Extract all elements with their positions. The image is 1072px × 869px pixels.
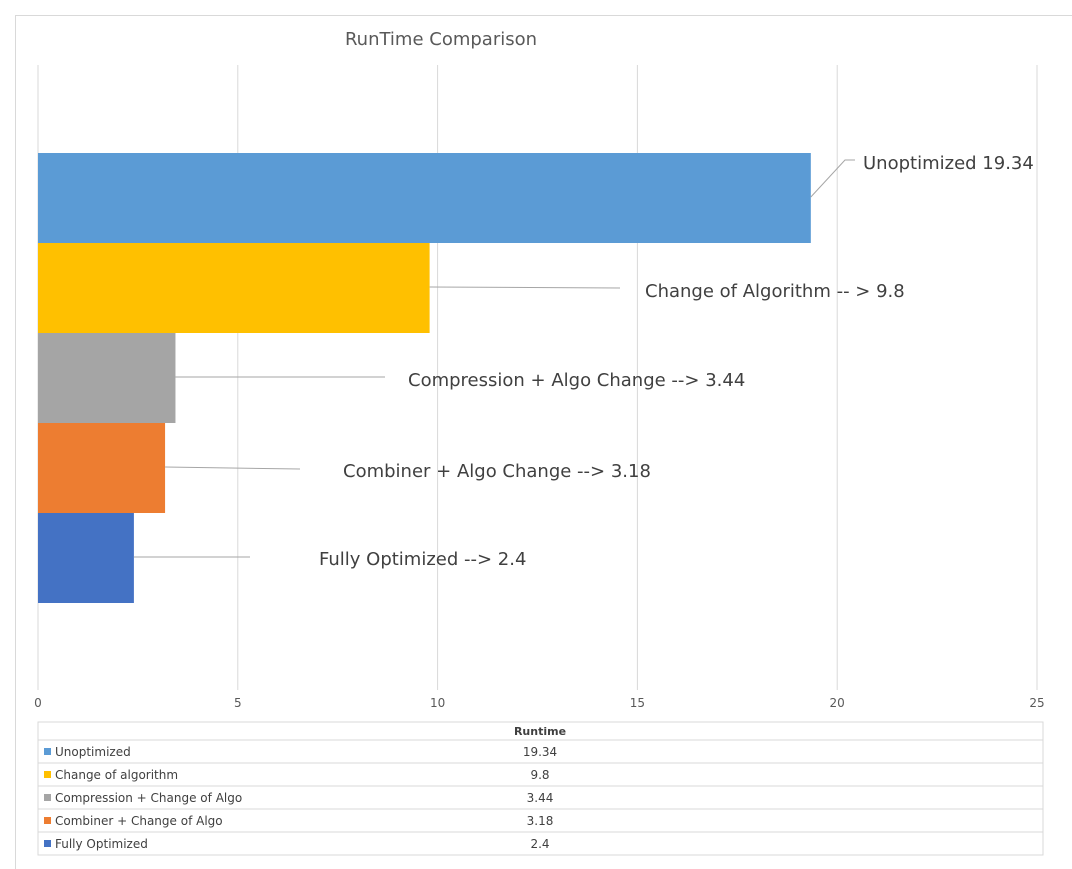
bar-0: [38, 153, 811, 243]
bar-1: [38, 243, 430, 333]
x-tick-20: 20: [830, 696, 845, 710]
bars: [38, 153, 811, 603]
legend-key-2: [44, 794, 51, 801]
data-label-1: Change of Algorithm -- > 9.8: [645, 281, 905, 302]
data-table: Runtime Unoptimized 19.34 Change of algorit…: [37, 721, 1044, 856]
leader-lines: [133, 159, 855, 558]
data-table-value-3: 3.18: [527, 814, 554, 828]
data-table-header: Runtime: [514, 725, 566, 738]
x-axis-ticks: 0 5 10 15 20 25: [34, 696, 1044, 710]
data-table-category-2: Compression + Change of Algo: [55, 791, 242, 805]
bar-2: [38, 333, 176, 423]
data-table-category-4: Fully Optimized: [55, 837, 148, 851]
data-table-category-0: Unoptimized: [55, 745, 131, 759]
chart-frame: [15, 15, 1072, 869]
data-label-4: Fully Optimized --> 2.4: [319, 549, 526, 570]
legend-key-3: [44, 817, 51, 824]
x-tick-10: 10: [430, 696, 445, 710]
legend-key-1: [44, 771, 51, 778]
bar-4: [38, 513, 134, 603]
bar-3: [38, 423, 166, 513]
data-label-3: Combiner + Algo Change --> 3.18: [343, 461, 651, 482]
data-label-2: Compression + Algo Change --> 3.44: [408, 370, 745, 391]
data-labels: Unoptimized 19.34 Change of Algorithm -- …: [319, 153, 1034, 570]
data-table-border: [37, 721, 1044, 856]
chart-title: RunTime Comparison: [345, 29, 537, 50]
x-tick-5: 5: [234, 696, 242, 710]
legend-key-0: [44, 748, 51, 755]
legend-key-4: [44, 840, 51, 847]
x-tick-25: 25: [1029, 696, 1044, 710]
x-tick-0: 0: [34, 696, 42, 710]
leader-line-3: [165, 466, 301, 470]
data-table-value-2: 3.44: [527, 791, 554, 805]
data-label-0: Unoptimized 19.34: [863, 153, 1034, 174]
data-table-value-0: 19.34: [523, 745, 557, 759]
leader-line-0: [810, 159, 855, 198]
leader-line-1: [429, 286, 621, 289]
data-table-category-3: Combiner + Change of Algo: [55, 814, 223, 828]
data-table-value-1: 9.8: [530, 768, 549, 782]
x-tick-15: 15: [630, 696, 645, 710]
data-table-category-1: Change of algorithm: [55, 768, 178, 782]
data-table-value-4: 2.4: [530, 837, 549, 851]
